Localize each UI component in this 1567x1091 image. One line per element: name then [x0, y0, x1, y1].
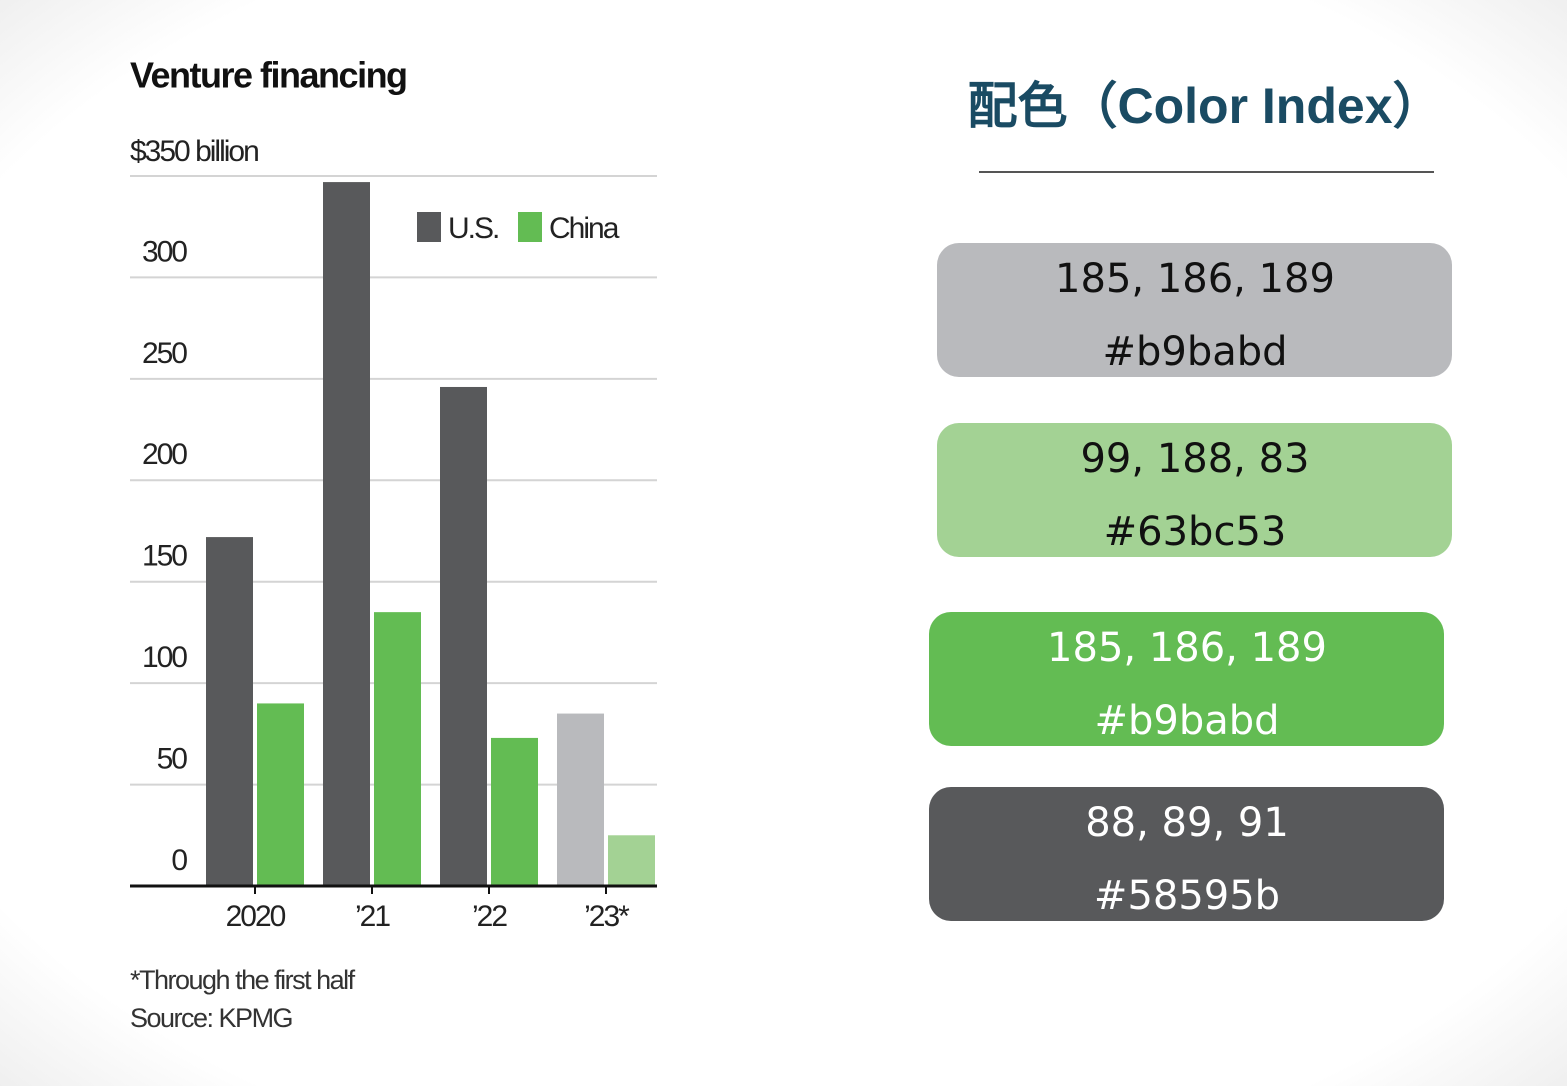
color-swatch: [929, 612, 1444, 746]
bar: [491, 737, 538, 886]
legend-swatch: [518, 212, 542, 242]
bar: [440, 386, 487, 886]
y-tick-label: 100: [142, 641, 187, 674]
y-tick-label: 150: [142, 540, 187, 573]
bar: [206, 537, 253, 886]
legend-label: China: [549, 212, 620, 245]
x-tick-label: ’23*: [584, 900, 630, 933]
x-tick-label: ’21: [355, 900, 390, 933]
y-tick-label: 50: [157, 742, 188, 775]
color-swatch: [937, 423, 1452, 557]
x-tick-label: ’22: [472, 900, 507, 933]
y-tick-label: 200: [142, 438, 187, 471]
color-swatch: [937, 243, 1452, 377]
color-swatch: [929, 787, 1444, 921]
bar: [608, 835, 655, 886]
legend-swatch: [417, 212, 441, 242]
swatch-rgb: 99, 188, 83: [1080, 436, 1309, 482]
swatch-hex: #b9babd: [1102, 329, 1287, 375]
swatch-rgb: 185, 186, 189: [1047, 625, 1327, 671]
bar: [557, 713, 604, 886]
swatch-hex: #b9babd: [1094, 698, 1279, 744]
swatch-rgb: 185, 186, 189: [1055, 256, 1335, 302]
y-tick-label: 0: [171, 844, 187, 877]
y-tick-label: 300: [142, 235, 187, 268]
swatch-hex: #63bc53: [1104, 509, 1287, 555]
swatch-rgb: 88, 89, 91: [1085, 800, 1289, 846]
bar: [374, 612, 421, 886]
source: Source: KPMG: [130, 1003, 292, 1033]
legend-label: U.S.: [448, 212, 498, 245]
y-tick-label: $350 billion: [130, 135, 258, 168]
panel-title: 配色（Color Index）: [967, 78, 1442, 134]
chart-title: Venture financing: [130, 55, 407, 96]
bar: [323, 182, 370, 887]
note: *Through the first half: [130, 965, 356, 995]
bar: [257, 703, 304, 886]
swatch-hex: #58595b: [1094, 873, 1280, 919]
x-tick-label: 2020: [226, 900, 286, 933]
y-tick-label: 250: [142, 337, 187, 370]
